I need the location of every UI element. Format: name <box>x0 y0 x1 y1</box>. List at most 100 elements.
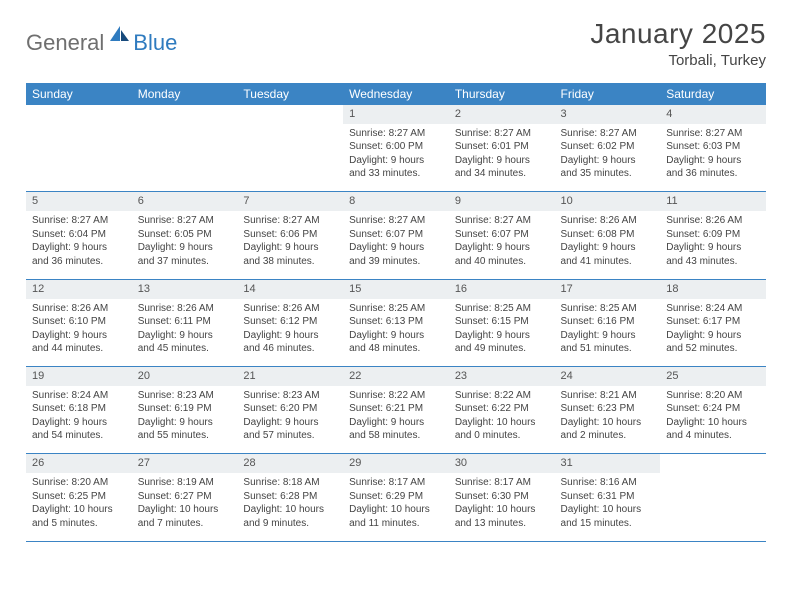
day-body-cell: Sunrise: 8:27 AMSunset: 6:01 PMDaylight:… <box>449 124 555 192</box>
weekday-header: Saturday <box>660 83 766 105</box>
daylight-text: Daylight: 9 hours and 34 minutes. <box>455 154 549 181</box>
sunrise-text: Sunrise: 8:20 AM <box>666 389 760 403</box>
sunset-text: Sunset: 6:30 PM <box>455 490 549 504</box>
day-number-cell: 10 <box>555 192 661 211</box>
day-body-cell: Sunrise: 8:21 AMSunset: 6:23 PMDaylight:… <box>555 386 661 454</box>
daylight-text: Daylight: 9 hours and 46 minutes. <box>243 329 337 356</box>
day-number-cell: 13 <box>132 279 238 298</box>
sunrise-text: Sunrise: 8:27 AM <box>243 214 337 228</box>
day-body-cell: Sunrise: 8:25 AMSunset: 6:13 PMDaylight:… <box>343 299 449 367</box>
daylight-text: Daylight: 9 hours and 37 minutes. <box>138 241 232 268</box>
daylight-text: Daylight: 9 hours and 36 minutes. <box>666 154 760 181</box>
day-body-cell: Sunrise: 8:22 AMSunset: 6:21 PMDaylight:… <box>343 386 449 454</box>
sunset-text: Sunset: 6:08 PM <box>561 228 655 242</box>
day-number-cell: 23 <box>449 367 555 386</box>
sunset-text: Sunset: 6:31 PM <box>561 490 655 504</box>
location: Torbali, Turkey <box>590 52 766 69</box>
sunrise-text: Sunrise: 8:27 AM <box>32 214 126 228</box>
day-body-cell: Sunrise: 8:17 AMSunset: 6:29 PMDaylight:… <box>343 473 449 541</box>
sunrise-text: Sunrise: 8:20 AM <box>32 476 126 490</box>
day-number-cell <box>237 105 343 124</box>
day-body-cell: Sunrise: 8:26 AMSunset: 6:09 PMDaylight:… <box>660 211 766 279</box>
daylight-text: Daylight: 10 hours and 7 minutes. <box>138 503 232 530</box>
sunrise-text: Sunrise: 8:27 AM <box>455 127 549 141</box>
sunrise-text: Sunrise: 8:22 AM <box>349 389 443 403</box>
daylight-text: Daylight: 9 hours and 49 minutes. <box>455 329 549 356</box>
day-body-cell: Sunrise: 8:24 AMSunset: 6:18 PMDaylight:… <box>26 386 132 454</box>
daylight-text: Daylight: 10 hours and 15 minutes. <box>561 503 655 530</box>
daylight-text: Daylight: 9 hours and 51 minutes. <box>561 329 655 356</box>
day-number-cell: 29 <box>343 454 449 473</box>
day-body-cell: Sunrise: 8:27 AMSunset: 6:05 PMDaylight:… <box>132 211 238 279</box>
header: General Blue January 2025 Torbali, Turke… <box>26 18 766 69</box>
day-body-cell: Sunrise: 8:23 AMSunset: 6:19 PMDaylight:… <box>132 386 238 454</box>
weekday-header: Monday <box>132 83 238 105</box>
day-body-cell <box>132 124 238 192</box>
day-body-cell: Sunrise: 8:23 AMSunset: 6:20 PMDaylight:… <box>237 386 343 454</box>
day-number-row: 567891011 <box>26 192 766 211</box>
weekday-header: Wednesday <box>343 83 449 105</box>
day-number-row: 262728293031 <box>26 454 766 473</box>
logo-word-blue: Blue <box>133 30 177 56</box>
daylight-text: Daylight: 9 hours and 45 minutes. <box>138 329 232 356</box>
day-body-cell <box>26 124 132 192</box>
sunrise-text: Sunrise: 8:24 AM <box>666 302 760 316</box>
sunrise-text: Sunrise: 8:25 AM <box>561 302 655 316</box>
sunrise-text: Sunrise: 8:27 AM <box>349 127 443 141</box>
sunrise-text: Sunrise: 8:26 AM <box>561 214 655 228</box>
sunset-text: Sunset: 6:17 PM <box>666 315 760 329</box>
day-number-cell: 25 <box>660 367 766 386</box>
day-number-cell: 2 <box>449 105 555 124</box>
weekday-header: Tuesday <box>237 83 343 105</box>
day-number-cell: 4 <box>660 105 766 124</box>
sunrise-text: Sunrise: 8:26 AM <box>138 302 232 316</box>
daylight-text: Daylight: 10 hours and 4 minutes. <box>666 416 760 443</box>
day-number-cell: 31 <box>555 454 661 473</box>
sunrise-text: Sunrise: 8:27 AM <box>666 127 760 141</box>
sunset-text: Sunset: 6:04 PM <box>32 228 126 242</box>
daylight-text: Daylight: 10 hours and 11 minutes. <box>349 503 443 530</box>
day-number-row: 19202122232425 <box>26 367 766 386</box>
day-body-cell <box>237 124 343 192</box>
sunset-text: Sunset: 6:07 PM <box>349 228 443 242</box>
sunset-text: Sunset: 6:29 PM <box>349 490 443 504</box>
daylight-text: Daylight: 10 hours and 5 minutes. <box>32 503 126 530</box>
day-number-cell: 6 <box>132 192 238 211</box>
day-body-cell: Sunrise: 8:27 AMSunset: 6:06 PMDaylight:… <box>237 211 343 279</box>
day-body-cell: Sunrise: 8:18 AMSunset: 6:28 PMDaylight:… <box>237 473 343 541</box>
calendar-table: Sunday Monday Tuesday Wednesday Thursday… <box>26 83 766 542</box>
sunrise-text: Sunrise: 8:16 AM <box>561 476 655 490</box>
sunrise-text: Sunrise: 8:19 AM <box>138 476 232 490</box>
daylight-text: Daylight: 9 hours and 48 minutes. <box>349 329 443 356</box>
day-number-cell: 22 <box>343 367 449 386</box>
logo-sail-icon <box>109 24 131 47</box>
day-number-cell: 21 <box>237 367 343 386</box>
sunset-text: Sunset: 6:10 PM <box>32 315 126 329</box>
day-number-cell: 26 <box>26 454 132 473</box>
daylight-text: Daylight: 9 hours and 38 minutes. <box>243 241 337 268</box>
daylight-text: Daylight: 9 hours and 52 minutes. <box>666 329 760 356</box>
sunset-text: Sunset: 6:11 PM <box>138 315 232 329</box>
daylight-text: Daylight: 9 hours and 33 minutes. <box>349 154 443 181</box>
daylight-text: Daylight: 10 hours and 2 minutes. <box>561 416 655 443</box>
daylight-text: Daylight: 9 hours and 40 minutes. <box>455 241 549 268</box>
sunrise-text: Sunrise: 8:24 AM <box>32 389 126 403</box>
day-number-cell <box>26 105 132 124</box>
day-body-cell: Sunrise: 8:17 AMSunset: 6:30 PMDaylight:… <box>449 473 555 541</box>
sunset-text: Sunset: 6:09 PM <box>666 228 760 242</box>
day-body-row: Sunrise: 8:27 AMSunset: 6:00 PMDaylight:… <box>26 124 766 192</box>
logo-word-general: General <box>26 30 104 56</box>
day-number-cell: 18 <box>660 279 766 298</box>
day-number-cell <box>660 454 766 473</box>
day-number-cell: 20 <box>132 367 238 386</box>
day-number-cell: 8 <box>343 192 449 211</box>
sunrise-text: Sunrise: 8:17 AM <box>349 476 443 490</box>
sunrise-text: Sunrise: 8:18 AM <box>243 476 337 490</box>
sunset-text: Sunset: 6:23 PM <box>561 402 655 416</box>
day-body-cell: Sunrise: 8:27 AMSunset: 6:04 PMDaylight:… <box>26 211 132 279</box>
daylight-text: Daylight: 9 hours and 36 minutes. <box>32 241 126 268</box>
day-body-cell: Sunrise: 8:22 AMSunset: 6:22 PMDaylight:… <box>449 386 555 454</box>
sunset-text: Sunset: 6:07 PM <box>455 228 549 242</box>
day-body-cell: Sunrise: 8:26 AMSunset: 6:11 PMDaylight:… <box>132 299 238 367</box>
month-title: January 2025 <box>590 18 766 50</box>
